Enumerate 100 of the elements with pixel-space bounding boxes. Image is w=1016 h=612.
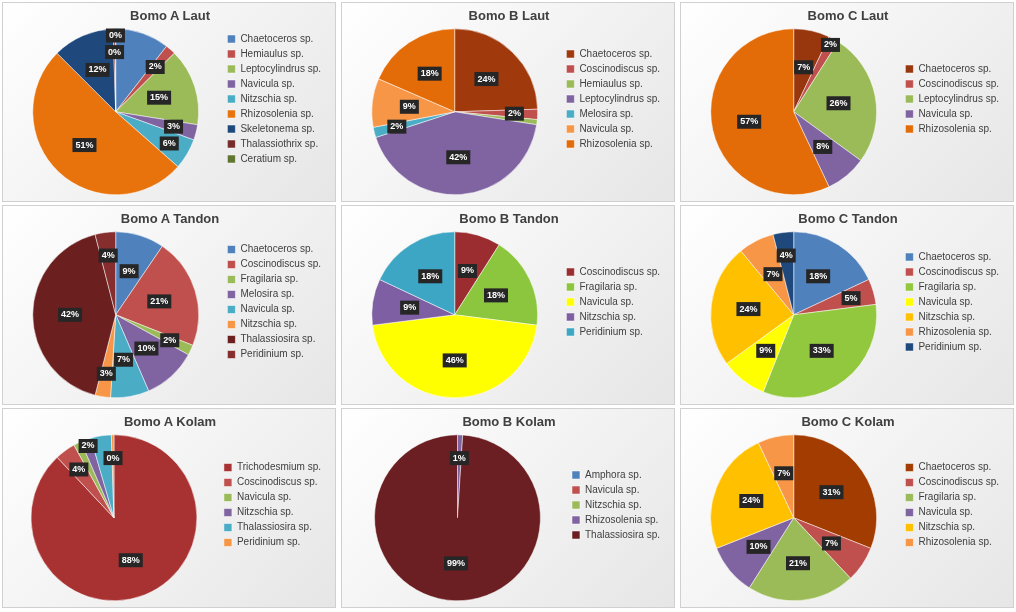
legend-label: Nitzschia sp. [584,498,642,510]
legend-label: Nitzschia sp. [918,310,976,322]
legend-label: Chaetoceros sp. [918,461,992,473]
legend-label: Peridinium sp. [579,325,643,337]
data-label: 9% [122,265,136,276]
data-label: 21% [788,557,808,568]
legend-label: Navicula sp. [918,107,973,119]
legend-label: Coscinodiscus sp. [579,265,660,277]
data-label: 2% [390,121,404,132]
data-label: 18% [486,289,505,300]
legend-label: Chaetoceros sp. [918,250,992,262]
chart-title: Bomo C Tandon [798,211,898,227]
legend-label: Navicula sp. [240,303,295,315]
legend-label: Navicula sp. [240,77,295,89]
chart-title: Bomo B Kolam [462,414,556,430]
data-label: 7% [766,268,780,279]
data-label: 33% [812,345,831,356]
data-label: 0% [108,46,122,57]
legend-label: Skeletonema sp. [240,122,315,134]
data-label: 51% [75,139,94,150]
legend-label: Rhizosolenia sp. [918,325,992,337]
data-label: 9% [460,265,474,276]
data-label: 3% [167,121,181,132]
chart-title: Bomo B Tandon [459,211,559,227]
data-label: 6% [162,137,176,148]
data-label: 4% [72,463,86,474]
data-label: 4% [779,250,793,261]
legend-label: Navicula sp. [579,295,634,307]
legend-label: Peridinium sp. [918,340,982,352]
data-label: 9% [403,302,417,313]
data-label: 9% [759,345,773,356]
data-label: 15% [150,92,169,103]
legend-label: Thalassiosira sp. [236,521,312,533]
legend-label: Trichodesmium sp. [236,461,322,473]
data-label: 0% [108,29,122,40]
data-label: 88% [121,554,140,565]
data-label: 10% [137,343,156,354]
data-label: 4% [101,250,115,261]
legend-label: Nitzschia sp. [579,310,637,322]
chart-title: Bomo B Laut [468,8,551,24]
data-label: 42% [449,151,468,162]
data-label: 2% [163,334,177,345]
data-label: 42% [61,309,80,320]
data-label: 9% [402,101,416,112]
legend-label: Leptocylindrus sp. [579,92,661,104]
legend-label: Rhizosolenia sp. [240,107,314,119]
legend-label: Melosira sp. [240,288,295,300]
data-label: 2% [823,39,837,50]
legend-label: Navicula sp. [236,491,292,503]
data-label: 7% [824,537,838,548]
legend-label: Coscinodiscus sp. [918,77,999,89]
legend-label: Nitzschia sp. [240,318,298,330]
data-label: 18% [420,68,439,79]
legend-label: Coscinodiscus sp. [579,62,660,74]
chart-title: Bomo A Laut [130,8,211,24]
data-label: 1% [452,452,466,463]
legend-label: Navicula sp. [918,506,973,518]
legend-label: Hemiaulus sp. [240,47,304,59]
data-label: 24% [739,303,758,314]
legend-label: Melosira sp. [579,107,634,119]
legend-label: Rhizosolenia sp. [584,513,659,525]
legend-label: Fragilaria sp. [918,280,977,292]
data-label: 24% [477,73,496,84]
legend-label: Rhizosolenia sp. [918,122,992,134]
chart-title: Bomo A Tandon [120,211,220,227]
legend-label: Hemiaulus sp. [579,77,643,89]
data-label: 10% [749,541,768,552]
data-label: 18% [809,270,828,281]
data-label: 7% [777,467,791,478]
data-label: 2% [81,440,95,451]
data-label: 26% [829,97,848,108]
data-label: 21% [150,295,169,306]
data-label: 57% [740,116,759,127]
legend-label: Fragilaria sp. [579,280,638,292]
chart-title: Bomo C Kolam [801,414,895,430]
data-label: 7% [117,354,131,365]
data-label: 31% [822,486,841,497]
legend-label: Peridinium sp. [236,536,301,548]
data-label: 2% [507,108,521,119]
chart-title: Bomo A Kolam [123,414,217,430]
legend-label: Navicula sp. [584,483,640,495]
legend-label: Peridinium sp. [240,348,304,360]
data-label: 0% [106,452,120,463]
legend-label: Navicula sp. [918,295,973,307]
chart-title: Bomo C Laut [807,8,890,24]
legend-label: Chaetoceros sp. [240,32,314,44]
data-label: 5% [844,292,858,303]
data-label: 99% [447,557,466,568]
legend-label: Fragilaria sp. [240,273,299,285]
data-label: 24% [742,495,761,506]
legend-label: Nitzschia sp. [918,521,976,533]
legend-label: Amphora sp. [584,468,642,480]
legend-label: Coscinodiscus sp. [240,258,321,270]
legend-label: Coscinodiscus sp. [918,265,999,277]
data-label: 2% [148,61,162,72]
data-label: 8% [816,141,830,152]
legend-label: Thalassiosira sp. [240,333,316,345]
data-label: 3% [99,368,113,379]
legend-label: Nitzschia sp. [240,92,298,104]
legend-label: Ceratium sp. [240,152,298,164]
